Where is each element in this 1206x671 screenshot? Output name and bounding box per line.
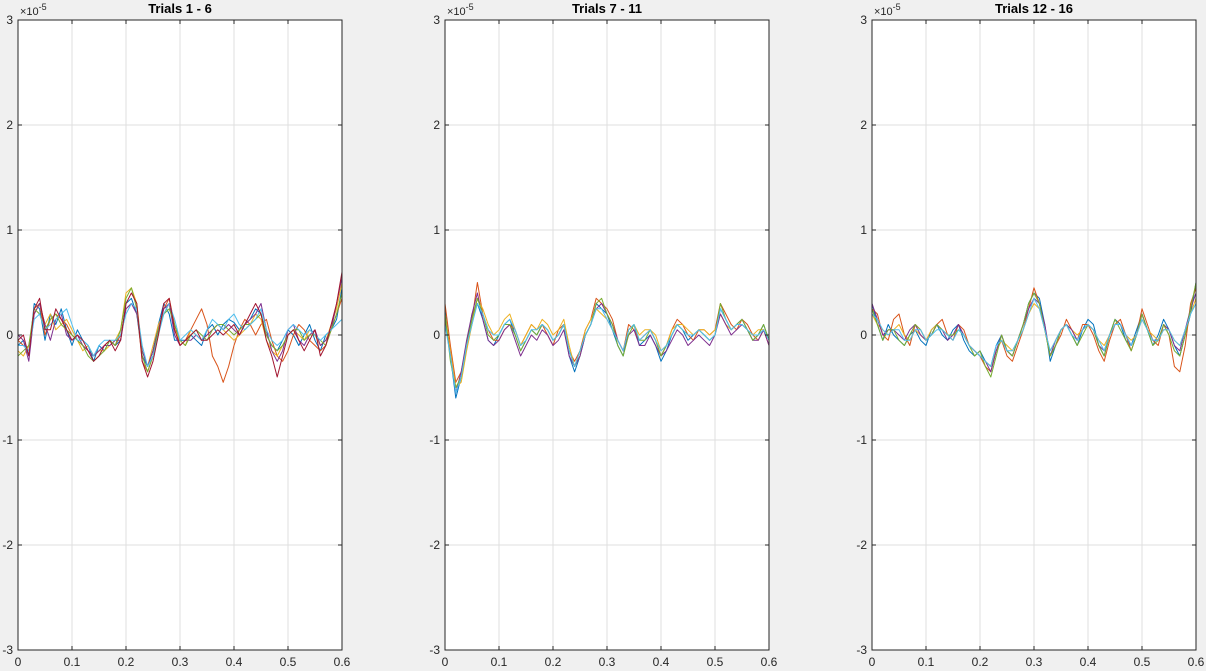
series-line-6 — [18, 303, 343, 367]
axes-2: 0 0.1 0.2 0.3 0.4 0.5 0.6 -3 -2 -1 0 1 2 3 ×10-5 Trials… — [429, 1, 777, 669]
x-tick-label: 0.4 — [226, 655, 243, 669]
series-line-6 — [871, 297, 1197, 367]
y-tick-label: 3 — [860, 13, 867, 27]
y-tick-label: -3 — [856, 643, 867, 657]
x-tick-label: 0.4 — [653, 655, 670, 669]
y-tick-label: 1 — [433, 223, 440, 237]
exponent-power: -5 — [466, 2, 474, 12]
y-tick-label: 2 — [433, 118, 440, 132]
chart-title: Trials 7 - 11 — [572, 1, 642, 16]
y-tick-label: -3 — [429, 643, 440, 657]
axes-1: 0 0.1 0.2 0.3 0.4 0.5 0.6 -3 -2 -1 0 1 2 3 ×10-5 Trials… — [2, 1, 350, 669]
y-tick-label: -2 — [2, 538, 13, 552]
x-tick-label: 0 — [442, 655, 449, 669]
y-tick-label: -2 — [429, 538, 440, 552]
exponent-label: ×10-5 — [447, 2, 474, 18]
chart-title: Trials 12 - 16 — [995, 1, 1073, 16]
x-tick-label: 0.6 — [761, 655, 778, 669]
y-tick-label: -2 — [856, 538, 867, 552]
x-tick-label: 0.2 — [972, 655, 989, 669]
x-tick-label: 0.6 — [334, 655, 351, 669]
y-tick-label: -3 — [2, 643, 13, 657]
y-tick-label: 0 — [860, 328, 867, 342]
y-tick-label: -1 — [2, 433, 13, 447]
x-tick-label: 0 — [15, 655, 22, 669]
y-tick-label: 0 — [6, 328, 13, 342]
y-tick-label: 1 — [860, 223, 867, 237]
x-tick-label: 0.5 — [1134, 655, 1151, 669]
exponent-label: ×10-5 — [874, 2, 901, 18]
y-tick-label: 3 — [433, 13, 440, 27]
exponent-power: -5 — [39, 2, 47, 12]
x-tick-label: 0.4 — [1080, 655, 1097, 669]
x-tick-label: 0.3 — [599, 655, 616, 669]
x-tick-label: 0.3 — [172, 655, 189, 669]
exponent-power: -5 — [893, 2, 901, 12]
x-tick-label: 0.3 — [1026, 655, 1043, 669]
y-tick-label: -1 — [429, 433, 440, 447]
y-tick-label: 3 — [6, 13, 13, 27]
y-tick-label: 0 — [433, 328, 440, 342]
series-line-7 — [17, 271, 343, 378]
x-tick-label: 0.5 — [280, 655, 297, 669]
y-tick-label: 2 — [860, 118, 867, 132]
exponent-base: ×10 — [447, 6, 466, 18]
exponent-base: ×10 — [20, 6, 39, 18]
y-tick-label: -1 — [856, 433, 867, 447]
x-tick-label: 0.2 — [545, 655, 562, 669]
y-tick-label: 1 — [6, 223, 13, 237]
x-tick-label: 0.2 — [118, 655, 135, 669]
x-tick-label: 0.5 — [707, 655, 724, 669]
x-tick-label: 0.1 — [491, 655, 508, 669]
x-tick-label: 0 — [869, 655, 876, 669]
x-tick-label: 0.6 — [1188, 655, 1205, 669]
exponent-base: ×10 — [874, 6, 893, 18]
axes-3: 0 0.1 0.2 0.3 0.4 0.5 0.6 -3 -2 -1 0 1 2 3 ×10-5 Trials… — [856, 1, 1204, 669]
y-tick-label: 2 — [6, 118, 13, 132]
exponent-label: ×10-5 — [20, 2, 47, 18]
x-tick-label: 0.1 — [64, 655, 81, 669]
x-tick-label: 0.1 — [918, 655, 935, 669]
series-line-6 — [444, 303, 770, 394]
chart-title: Trials 1 - 6 — [148, 1, 212, 16]
